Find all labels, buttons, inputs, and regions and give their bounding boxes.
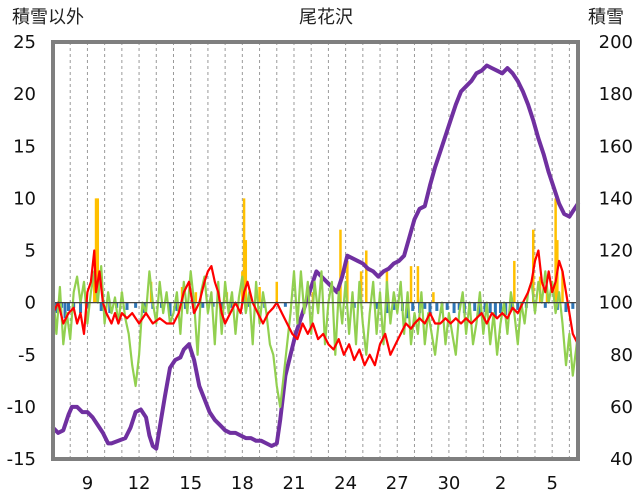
y2-tick-label: 80 (610, 345, 633, 366)
x-tick-label: 30 (437, 473, 460, 494)
snow_change-bar (66, 302, 70, 311)
y2-tick-label: 200 (599, 32, 633, 53)
chart-title: 尾花沢 (299, 7, 353, 28)
precipitation-bar (339, 229, 342, 303)
snow_change-bar (79, 302, 83, 314)
snow_change-bar (125, 302, 129, 310)
snow_change-bar (411, 302, 415, 311)
y-tick-label: 5 (25, 241, 36, 262)
x-tick-label: 5 (546, 473, 557, 494)
snow_change-bar (406, 302, 410, 319)
snow_change-bar (435, 302, 439, 311)
y-tick-label: -5 (18, 345, 36, 366)
snow_change-bar (168, 302, 172, 317)
snow_change-bar (385, 302, 389, 314)
x-tick-label: 21 (283, 473, 306, 494)
snow_change-bar (488, 302, 492, 314)
y-tick-label: 15 (13, 136, 36, 157)
snow_change-bar (452, 302, 456, 314)
snow_change-bar (493, 302, 497, 318)
snow_change-bar (423, 302, 427, 309)
x-tick-label: 27 (386, 473, 409, 494)
snow_depth-line (51, 63, 580, 451)
precipitation-bar (545, 292, 549, 303)
snow_change-bar (564, 302, 568, 313)
vertical-gridlines (69, 42, 570, 459)
y2-tick-label: 120 (599, 241, 633, 262)
temperature-line (51, 249, 580, 367)
snow_change-bar (201, 302, 205, 308)
y-tick-label: 25 (13, 32, 36, 53)
right-axis-label: 積雪 (588, 7, 624, 28)
precipitation-bar (346, 260, 349, 303)
y-tick-label: 0 (25, 293, 36, 314)
precipitation-bar (96, 198, 100, 303)
precipitation-bar (93, 271, 96, 303)
snow_change-bar (283, 302, 287, 307)
y-tick-label: -15 (7, 449, 36, 470)
line-layer (51, 63, 580, 451)
y-tick-label: 10 (13, 188, 36, 209)
snow_change-bar (392, 302, 396, 310)
x-tick-label: 12 (128, 473, 151, 494)
snow_change-bar (175, 302, 179, 311)
precipitation-bar (258, 286, 261, 303)
snow_change-bar (516, 302, 520, 310)
snow_change-bar (375, 302, 379, 309)
snow_change-bar (509, 302, 513, 311)
left-axis-ticks: 25 20 15 10 5 0 -5 -10 -15 (7, 32, 36, 470)
snow_change-bar (478, 302, 482, 317)
x-tick-label: 24 (334, 473, 357, 494)
precipitation-bar (416, 266, 420, 303)
precipitation-bar (194, 292, 198, 303)
bar-layer (54, 198, 575, 319)
right-axis-ticks: 200 180 160 140 120 100 80 60 40 (599, 32, 633, 470)
precipitation-bar (359, 271, 363, 303)
snow_change-bar (473, 302, 477, 311)
temperature2-line (51, 265, 580, 408)
x-tick-label: 18 (231, 473, 254, 494)
precipitation-bar (554, 198, 557, 303)
precipitation-bar (94, 198, 98, 303)
precipitation-bar (561, 271, 564, 303)
y2-tick-label: 60 (610, 397, 633, 418)
snow_change-bar (99, 302, 103, 311)
precipitation-bar (365, 250, 368, 303)
y2-tick-label: 180 (599, 84, 633, 105)
snow_change-bar (571, 302, 575, 309)
precipitation-bar (275, 281, 279, 303)
snow_change-bar (63, 302, 67, 319)
y-tick-label: -10 (7, 397, 36, 418)
snow_change-bar (483, 302, 487, 313)
x-tick-label: 15 (179, 473, 202, 494)
left-axis-label: 積雪以外 (12, 7, 84, 28)
precipitation-bar (244, 240, 248, 303)
snow_change-bar (499, 302, 503, 314)
snow_change-bar (543, 302, 547, 308)
y-tick-label: 20 (13, 84, 36, 105)
y2-tick-label: 140 (599, 188, 633, 209)
snow_change-bar (445, 302, 449, 310)
snow_change-bar (134, 302, 138, 308)
x-axis-ticks: 9 12 15 18 21 24 27 30 2 5 (82, 473, 558, 494)
x-tick-label: 2 (495, 473, 506, 494)
precipitation-bar (432, 292, 435, 303)
x-tick-label: 9 (82, 473, 93, 494)
precipitation-bar (409, 266, 413, 303)
snow_change-bar (428, 302, 432, 316)
y2-tick-label: 160 (599, 136, 633, 157)
snow_change-bar (220, 302, 224, 309)
plot-frame (51, 40, 580, 461)
y2-tick-label: 100 (599, 293, 633, 314)
y2-tick-label: 40 (610, 449, 633, 470)
precipitation-bar (513, 260, 516, 303)
precipitation-bar (242, 198, 246, 303)
